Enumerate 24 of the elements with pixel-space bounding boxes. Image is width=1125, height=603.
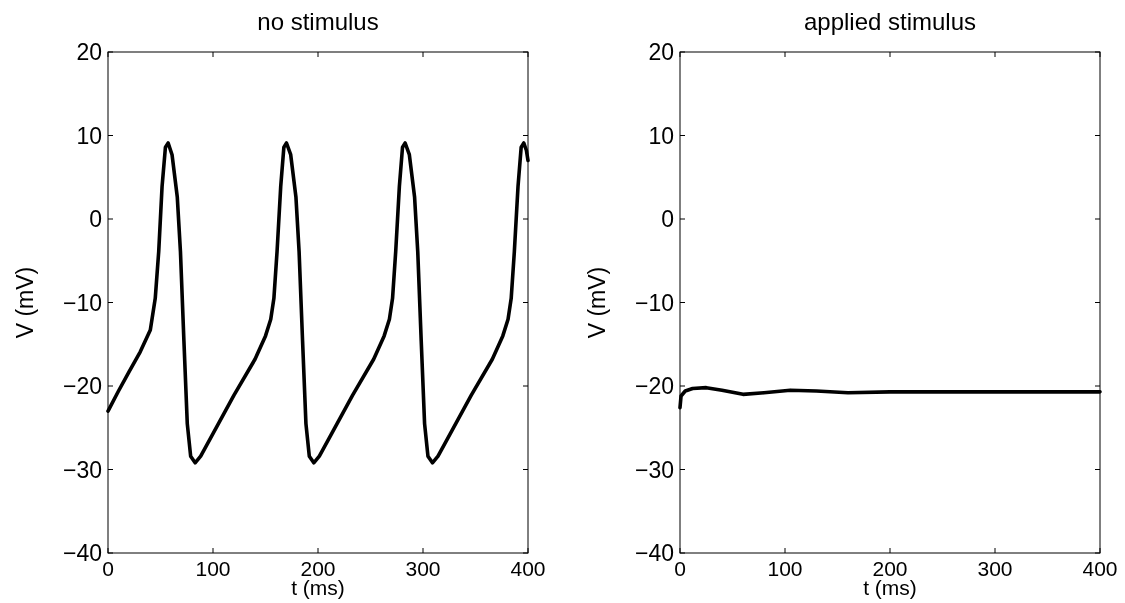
y-axis-title: V (mV)	[12, 266, 38, 339]
chart-title: no stimulus	[257, 8, 379, 35]
y-tick-label: 0	[89, 206, 102, 232]
y-tick-label: −40	[62, 540, 102, 566]
x-tick-label: 300	[405, 557, 441, 580]
y-tick-label: 20	[76, 39, 102, 65]
y-axis-title: V (mV)	[584, 266, 610, 339]
y-tick-label: −10	[634, 289, 674, 316]
y-tick-label: 10	[76, 122, 102, 149]
y-tick-label: −30	[62, 456, 102, 483]
y-tick-label: 20	[648, 39, 674, 65]
x-tick-label: 400	[510, 557, 546, 580]
y-tick-label: −40	[634, 540, 674, 566]
x-tick-label: 300	[977, 557, 1013, 580]
y-tick-label: 0	[661, 206, 674, 232]
chart-title: applied stimulus	[803, 8, 977, 35]
x-tick-label: 100	[767, 557, 803, 580]
y-tick-label: −20	[62, 373, 102, 399]
y-tick-label: −10	[62, 289, 102, 316]
y-tick-label: −20	[634, 373, 674, 399]
x-tick-label: 400	[1082, 557, 1118, 580]
y-tick-label: 10	[648, 122, 674, 149]
y-tick-label: −30	[634, 456, 674, 483]
x-tick-label: 100	[195, 557, 231, 580]
